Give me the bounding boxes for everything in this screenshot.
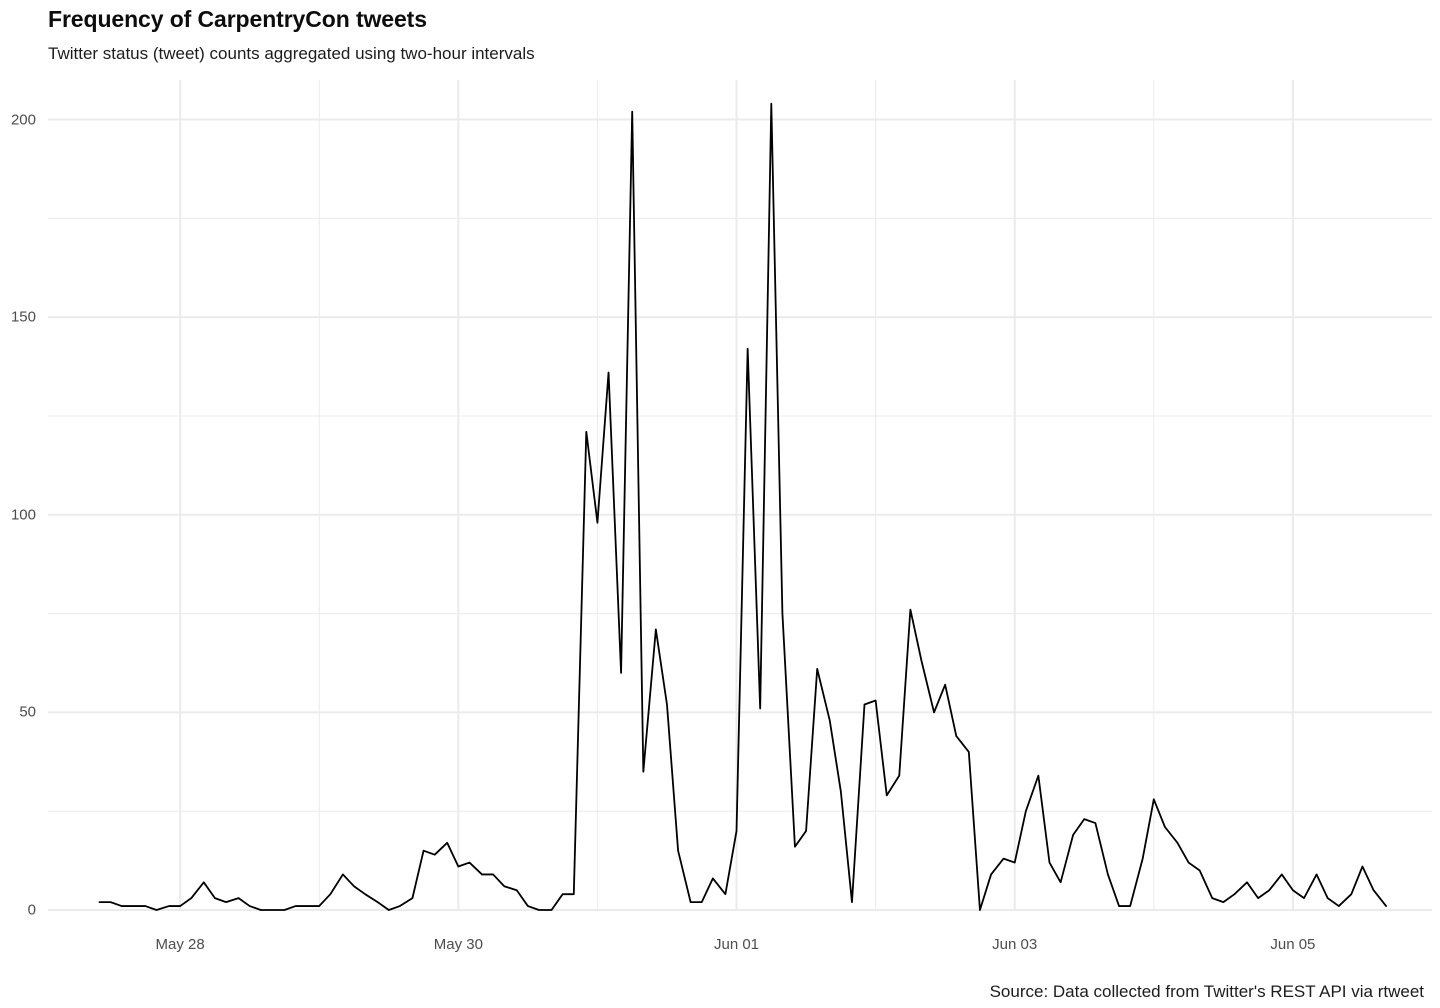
x-minor-gridlines — [318, 80, 1155, 910]
chart-subtitle: Twitter status (tweet) counts aggregated… — [48, 44, 535, 63]
x-major-gridlines — [179, 80, 1294, 910]
y-minor-gridlines — [48, 217, 1432, 812]
chart-title: Frequency of CarpentryCon tweets — [48, 6, 427, 32]
tweet-frequency-line — [98, 102, 1387, 911]
plot-panel-background — [48, 80, 1432, 910]
chart-caption: Source: Data collected from Twitter's RE… — [989, 982, 1424, 1001]
